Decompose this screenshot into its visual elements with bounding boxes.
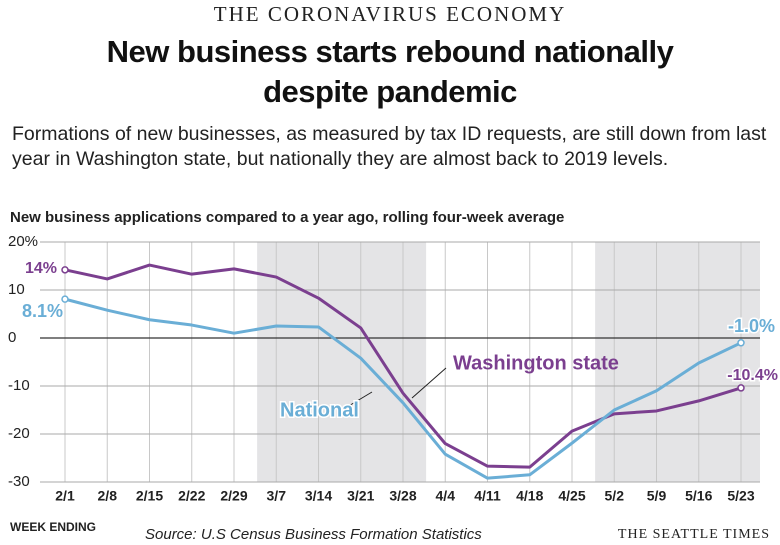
value-label: -1.0%	[728, 316, 775, 336]
series-line	[64, 263, 742, 469]
y-tick-label: 0	[8, 329, 16, 346]
x-tick-label: 3/28	[389, 488, 416, 504]
credit: THE SEATTLE TIMES	[618, 527, 770, 542]
x-tick-label: 2/8	[98, 488, 118, 504]
x-axis-label: WEEK ENDING	[10, 520, 96, 534]
x-tick-label: 2/22	[178, 488, 205, 504]
kicker: THE CORONAVIRUS ECONOMY	[213, 2, 567, 26]
endpoint-marker	[61, 295, 69, 303]
shaded-period	[595, 242, 760, 482]
x-tick-label: 3/14	[305, 488, 332, 504]
source: Source: U.S Census Business Formation St…	[145, 526, 482, 543]
y-tick-label: -10	[8, 377, 30, 394]
y-tick-label: -20	[8, 425, 30, 442]
series-label: National	[280, 399, 359, 421]
series-label: Washington state	[453, 352, 619, 374]
x-tick-label: 4/25	[558, 488, 585, 504]
x-tick-label: 5/23	[727, 488, 754, 504]
leader-line	[341, 391, 373, 411]
x-tick-label: 4/18	[516, 488, 543, 504]
x-tick-label: 3/21	[347, 488, 374, 504]
x-tick-label: 4/11	[474, 488, 501, 504]
subtitle: Formations of new businesses, as measure…	[12, 123, 767, 170]
x-tick-label: 3/7	[267, 488, 287, 504]
series-line	[64, 297, 742, 480]
chart-subtitle: New business applications compared to a …	[10, 209, 564, 226]
x-tick-label: 5/9	[647, 488, 667, 504]
chart-title: New business starts rebound nationally d…	[106, 34, 674, 109]
x-tick-label: 5/2	[605, 488, 625, 504]
x-tick-label: 2/15	[136, 488, 163, 504]
endpoint-marker	[737, 384, 745, 392]
y-tick-label: 10	[8, 281, 25, 298]
y-tick-label: 20%	[8, 233, 38, 250]
x-tick-label: 2/1	[55, 488, 75, 504]
endpoint-marker	[737, 339, 745, 347]
value-label: 8.1%	[22, 301, 63, 321]
value-label: -10.4%	[727, 367, 778, 384]
endpoint-marker	[61, 266, 69, 274]
x-tick-label: 4/4	[436, 488, 456, 504]
y-tick-label: -30	[8, 473, 30, 490]
value-label: 14%	[25, 260, 57, 277]
shaded-period	[257, 242, 427, 482]
x-tick-label: 2/29	[220, 488, 247, 504]
x-tick-label: 5/16	[685, 488, 712, 504]
leader-line	[411, 367, 447, 399]
